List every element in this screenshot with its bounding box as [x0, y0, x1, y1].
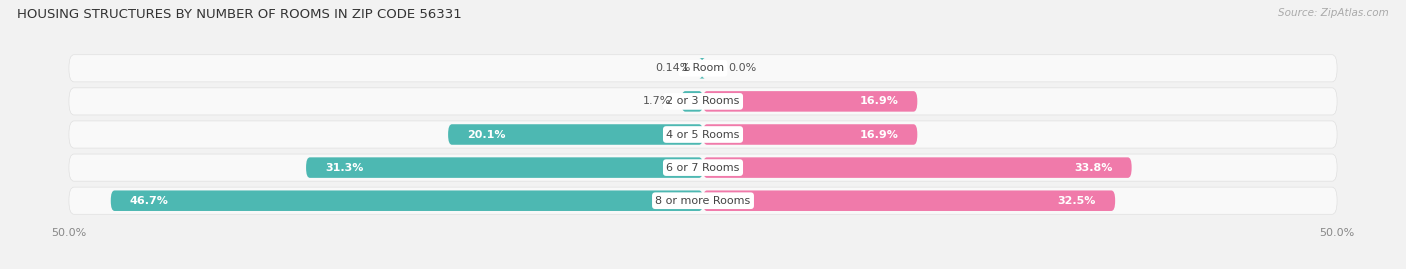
- Text: 32.5%: 32.5%: [1057, 196, 1097, 206]
- Text: 16.9%: 16.9%: [859, 96, 898, 107]
- Text: 4 or 5 Rooms: 4 or 5 Rooms: [666, 129, 740, 140]
- Text: 1.7%: 1.7%: [643, 96, 671, 107]
- Text: 1 Room: 1 Room: [682, 63, 724, 73]
- FancyBboxPatch shape: [699, 58, 704, 79]
- Text: 2 or 3 Rooms: 2 or 3 Rooms: [666, 96, 740, 107]
- FancyBboxPatch shape: [69, 55, 1337, 82]
- Text: HOUSING STRUCTURES BY NUMBER OF ROOMS IN ZIP CODE 56331: HOUSING STRUCTURES BY NUMBER OF ROOMS IN…: [17, 8, 461, 21]
- Text: 31.3%: 31.3%: [325, 162, 364, 173]
- FancyBboxPatch shape: [703, 157, 1132, 178]
- FancyBboxPatch shape: [703, 124, 917, 145]
- Text: Source: ZipAtlas.com: Source: ZipAtlas.com: [1278, 8, 1389, 18]
- FancyBboxPatch shape: [703, 190, 1115, 211]
- Text: 0.0%: 0.0%: [728, 63, 756, 73]
- Text: 20.1%: 20.1%: [467, 129, 506, 140]
- Text: 6 or 7 Rooms: 6 or 7 Rooms: [666, 162, 740, 173]
- FancyBboxPatch shape: [307, 157, 703, 178]
- FancyBboxPatch shape: [682, 91, 703, 112]
- Text: 8 or more Rooms: 8 or more Rooms: [655, 196, 751, 206]
- Text: 16.9%: 16.9%: [859, 129, 898, 140]
- FancyBboxPatch shape: [69, 187, 1337, 214]
- FancyBboxPatch shape: [111, 190, 703, 211]
- Text: 33.8%: 33.8%: [1074, 162, 1112, 173]
- FancyBboxPatch shape: [69, 88, 1337, 115]
- FancyBboxPatch shape: [703, 91, 917, 112]
- FancyBboxPatch shape: [69, 154, 1337, 181]
- Text: 46.7%: 46.7%: [129, 196, 169, 206]
- FancyBboxPatch shape: [69, 121, 1337, 148]
- FancyBboxPatch shape: [449, 124, 703, 145]
- Text: 0.14%: 0.14%: [655, 63, 692, 73]
